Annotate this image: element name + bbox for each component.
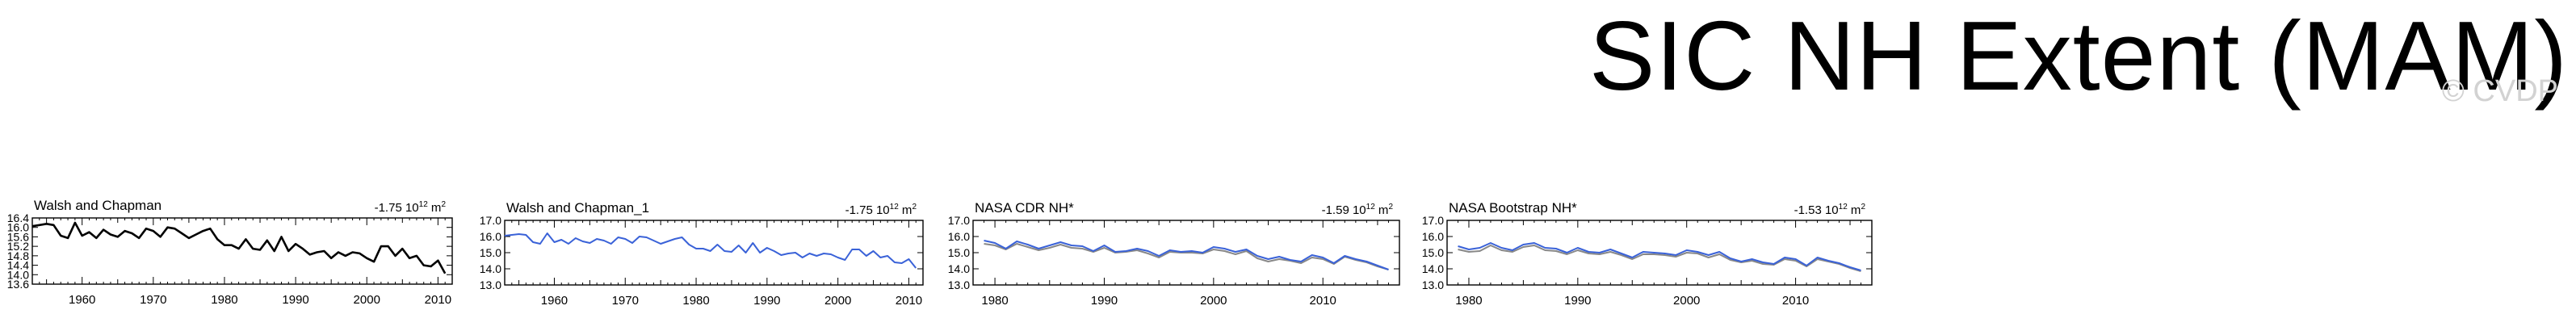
x-tick-label: 2000 [1673,294,1700,308]
chart-panel-3: NASA CDR NH* -1.59 1012 m2 13.0 14.0 15.0 16.… [948,200,1400,308]
panel-title: Walsh and Chapman [34,198,162,213]
trend-trend-unit: 10 [405,201,419,215]
x-tick-label: 2010 [425,293,451,307]
x-tick-label: 2010 [896,294,922,308]
x-tick-label: 1990 [1091,294,1118,308]
x-tick-label: 2010 [1310,294,1336,308]
chart-panel-2: Walsh and Chapman_1 -1.75 1012 m2 13.0 14.0… [480,200,924,308]
series-line-2 [1458,242,1861,271]
series-line-1 [31,221,447,274]
y-tick-label: 13.0 [1422,278,1444,291]
x-tick-label: 1960 [541,294,568,308]
x-tick-label: 1970 [612,294,639,308]
series-line-1 [504,232,917,269]
trend-trend-exp: 12 [419,200,429,209]
trend-trend-value: -1.53 [1794,203,1825,217]
y-tick-label: 13.0 [480,278,501,291]
trend-trend-exp: 12 [890,203,900,211]
y-tick-label: 15.0 [948,246,970,259]
y-tick-label: 14.0 [480,262,501,275]
y-tick-label: 15.0 [1422,246,1444,259]
x-tick-label: 1970 [140,293,166,307]
y-tick-label: 14.4 [7,259,29,272]
y-tick-label: 16.0 [948,230,970,243]
trend-trend-unit: 10 [1353,203,1366,217]
y-tick-label: 14.0 [7,268,29,281]
x-tick-label: 2000 [354,293,380,307]
x-tick-label: 2000 [1200,294,1227,308]
trend-trend-value: -1.75 [375,201,405,215]
trend-trend-value: -1.59 [1322,203,1353,217]
y-tick-label: 14.0 [1422,262,1444,275]
y-tick-label: 13.0 [948,278,970,291]
trend-trend-unit: 10 [876,203,890,217]
y-tick-label: 15.6 [7,230,29,243]
y-tick-label: 16.4 [7,211,29,224]
trend-trend-unit-exp: 2 [1861,203,1865,211]
page-title: SIC NH Extent (MAM) [1588,1,2568,111]
y-tick-label: 16.0 [480,230,501,243]
x-tick-label: 1990 [753,294,780,308]
series-line-1 [1458,245,1861,272]
series-line-2 [984,240,1389,270]
trend-trend-unit-suffix: m [899,203,913,217]
trend-label: -1.53 1012 m2 [1794,203,1866,217]
trend-label: -1.59 1012 m2 [1322,203,1394,217]
x-tick-label: 1980 [211,293,237,307]
chart-panel-4: NASA Bootstrap NH* -1.53 1012 m2 13.0 14.0 1… [1422,200,1873,308]
panel-title: NASA Bootstrap NH* [1449,200,1577,216]
y-tick-label: 15.0 [480,246,501,259]
y-tick-label: 16.0 [1422,230,1444,243]
x-tick-label: 2000 [824,294,851,308]
trend-label: -1.75 1012 m2 [845,203,917,217]
x-tick-label: 1990 [282,293,308,307]
x-tick-label: 1960 [69,293,95,307]
y-tick-label: 15.2 [7,240,29,253]
y-tick-label: 17.0 [948,214,970,227]
trend-trend-unit-suffix: m [1375,203,1389,217]
trend-trend-exp: 12 [1366,203,1376,211]
trend-trend-unit-suffix: m [428,201,442,215]
y-tick-label: 14.8 [7,249,29,262]
x-tick-label: 1980 [682,294,709,308]
panel-title: NASA CDR NH* [975,200,1074,216]
y-tick-label: 17.0 [480,214,501,227]
panel-title: Walsh and Chapman_1 [506,200,649,216]
chart-panel-1: Walsh and Chapman -1.75 1012 m213.614.014… [7,198,453,307]
y-tick-label: 17.0 [1422,214,1444,227]
trend-trend-unit-exp: 2 [912,203,917,211]
trend-trend-unit-exp: 2 [1388,203,1393,211]
x-tick-label: 1990 [1564,294,1591,308]
x-tick-label: 1980 [981,294,1008,308]
plot-frame [31,217,453,285]
x-tick-label: 2010 [1782,294,1809,308]
trend-trend-unit: 10 [1825,203,1839,217]
plot-frame [504,220,924,286]
trend-trend-unit-exp: 2 [441,200,446,209]
y-tick-label: 16.0 [7,221,29,234]
trend-trend-value: -1.75 [845,203,876,217]
y-tick-label: 14.0 [948,262,970,275]
trend-trend-exp: 12 [1839,203,1848,211]
series-line-1 [984,243,1389,270]
y-tick-label: 13.6 [7,278,29,291]
trend-label: -1.75 1012 m2 [375,200,447,215]
watermark: © CVDP [2441,74,2558,108]
x-tick-label: 1980 [1455,294,1482,308]
trend-trend-unit-suffix: m [1848,203,1861,217]
